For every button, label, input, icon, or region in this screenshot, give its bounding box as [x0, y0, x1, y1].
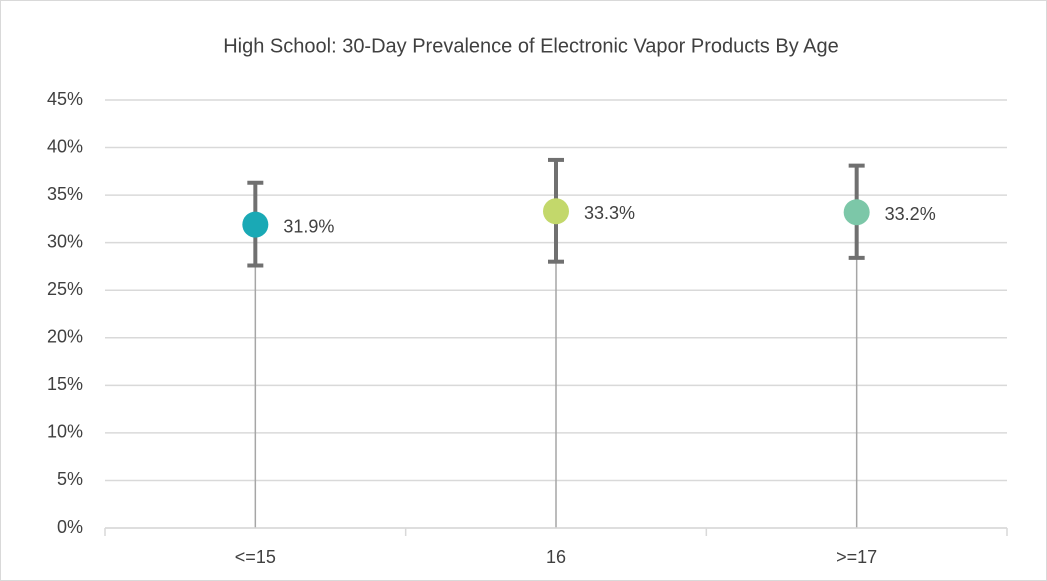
y-tick-label: 30%	[47, 231, 83, 251]
x-tick-label: 16	[546, 547, 566, 567]
y-tick-label: 0%	[57, 517, 83, 537]
y-tick-label: 45%	[47, 89, 83, 109]
y-tick-label: 25%	[47, 279, 83, 299]
y-tick-label: 15%	[47, 374, 83, 394]
y-tick-label: 10%	[47, 422, 83, 442]
dot	[543, 198, 569, 225]
data-label: 33.2%	[885, 204, 936, 224]
y-tick-label: 35%	[47, 184, 83, 204]
x-tick-label: <=15	[235, 547, 276, 567]
y-tick-label: 20%	[47, 327, 83, 347]
data-label: 31.9%	[283, 216, 334, 236]
y-tick-label: 40%	[47, 136, 83, 156]
chart-title: High School: 30-Day Prevalence of Electr…	[223, 35, 839, 57]
dot	[843, 199, 870, 226]
dot	[242, 211, 269, 238]
y-tick-label: 5%	[57, 469, 83, 489]
data-label: 33.3%	[584, 203, 635, 223]
x-tick-label: >=17	[836, 547, 877, 567]
